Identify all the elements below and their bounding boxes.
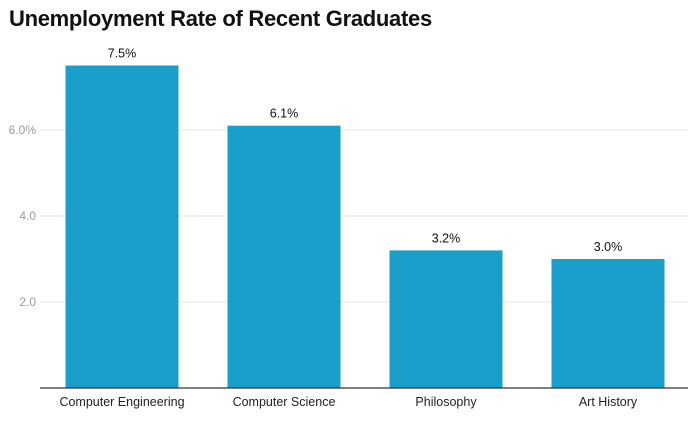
category-label: Art History (579, 395, 638, 409)
category-label: Philosophy (415, 395, 477, 409)
bar (389, 250, 503, 388)
bar (227, 125, 341, 388)
chart-title: Unemployment Rate of Recent Graduates (9, 6, 432, 31)
y-tick-label: 4.0 (19, 209, 36, 223)
category-label: Computer Science (233, 395, 336, 409)
data-labels: 7.5% 6.1% 3.2% 3.0% (108, 47, 623, 255)
data-label: 7.5% (108, 47, 137, 61)
y-tick-label: 2.0 (19, 295, 36, 309)
y-tick-label: 6.0% (9, 123, 37, 137)
bar (65, 65, 179, 388)
data-label: 3.2% (432, 231, 461, 245)
data-label: 6.1% (270, 107, 299, 121)
y-tick-labels: 2.0 4.0 6.0% (9, 123, 37, 309)
bar (551, 259, 665, 388)
bars (65, 65, 665, 388)
category-label: Computer Engineering (59, 395, 184, 409)
data-label: 3.0% (594, 240, 623, 254)
category-labels: Computer Engineering Computer Science Phil… (59, 395, 637, 409)
